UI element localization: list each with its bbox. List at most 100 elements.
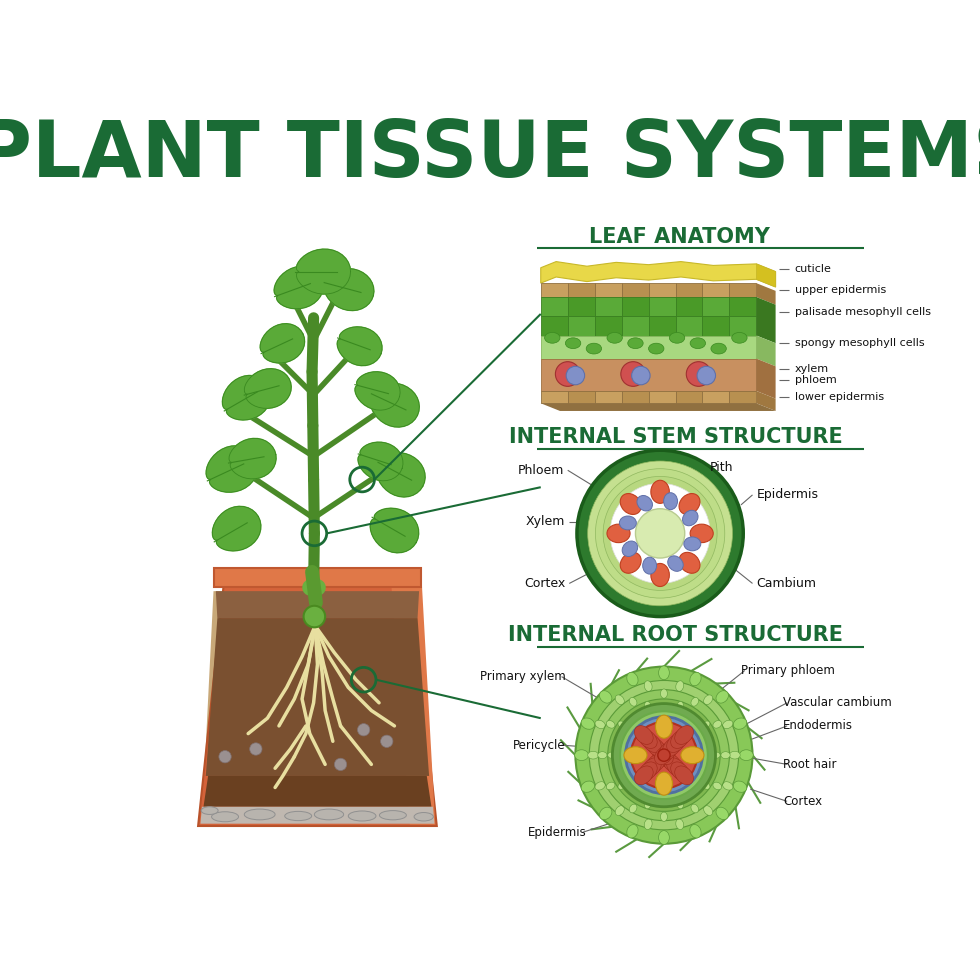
Bar <box>541 359 757 391</box>
Polygon shape <box>229 438 276 479</box>
Polygon shape <box>757 359 775 399</box>
Ellipse shape <box>645 702 651 710</box>
Ellipse shape <box>703 721 710 728</box>
Ellipse shape <box>607 782 615 790</box>
Polygon shape <box>757 283 775 305</box>
Ellipse shape <box>704 695 712 705</box>
Ellipse shape <box>244 809 275 820</box>
Ellipse shape <box>679 553 700 573</box>
Ellipse shape <box>666 758 685 776</box>
Ellipse shape <box>691 805 699 812</box>
Bar <box>703 297 729 317</box>
Ellipse shape <box>315 809 344 820</box>
Polygon shape <box>204 776 431 807</box>
Ellipse shape <box>659 742 677 760</box>
Ellipse shape <box>607 524 630 543</box>
Circle shape <box>250 743 262 756</box>
Ellipse shape <box>649 343 664 354</box>
Polygon shape <box>358 442 403 481</box>
Bar <box>729 317 757 335</box>
Bar <box>541 283 567 297</box>
Polygon shape <box>213 507 261 551</box>
Polygon shape <box>337 327 382 366</box>
Ellipse shape <box>634 766 654 785</box>
Text: Epidermis: Epidermis <box>757 488 818 502</box>
Ellipse shape <box>656 715 672 738</box>
Ellipse shape <box>655 746 673 764</box>
Ellipse shape <box>659 665 669 680</box>
Ellipse shape <box>666 734 685 753</box>
Ellipse shape <box>690 524 713 543</box>
Ellipse shape <box>684 537 701 551</box>
Ellipse shape <box>722 720 733 728</box>
Circle shape <box>334 759 347 770</box>
Ellipse shape <box>661 689 667 698</box>
Text: spongy mesophyll cells: spongy mesophyll cells <box>795 338 924 348</box>
Polygon shape <box>391 576 435 824</box>
Ellipse shape <box>565 338 581 349</box>
Ellipse shape <box>620 494 641 514</box>
Bar <box>649 317 675 335</box>
Circle shape <box>589 680 739 830</box>
Bar <box>675 283 703 297</box>
Ellipse shape <box>722 782 733 790</box>
Ellipse shape <box>201 807 219 814</box>
Polygon shape <box>541 404 775 411</box>
Circle shape <box>611 484 710 583</box>
Bar <box>541 297 567 317</box>
Polygon shape <box>757 335 775 367</box>
Ellipse shape <box>740 750 754 760</box>
Ellipse shape <box>690 338 706 349</box>
Ellipse shape <box>651 480 669 504</box>
Ellipse shape <box>655 746 673 764</box>
Bar <box>621 283 649 297</box>
Text: Vascular cambium: Vascular cambium <box>783 697 892 710</box>
Polygon shape <box>757 297 775 343</box>
Ellipse shape <box>732 332 747 343</box>
Ellipse shape <box>586 343 602 354</box>
Circle shape <box>556 362 580 386</box>
Ellipse shape <box>615 806 624 815</box>
Polygon shape <box>214 568 421 587</box>
Ellipse shape <box>729 752 740 760</box>
Ellipse shape <box>647 754 665 772</box>
Polygon shape <box>198 572 437 826</box>
Ellipse shape <box>681 747 704 763</box>
Bar <box>595 297 621 317</box>
Ellipse shape <box>581 781 595 793</box>
Polygon shape <box>206 446 258 492</box>
Ellipse shape <box>677 702 683 710</box>
Circle shape <box>632 367 650 385</box>
Circle shape <box>219 751 231 762</box>
Bar <box>567 317 595 335</box>
Bar <box>703 283 729 297</box>
Ellipse shape <box>629 805 637 812</box>
Polygon shape <box>324 269 374 311</box>
Ellipse shape <box>733 718 747 729</box>
Ellipse shape <box>348 811 376 821</box>
Ellipse shape <box>574 750 588 760</box>
Text: LEAF ANATOMY: LEAF ANATOMY <box>589 227 769 247</box>
Ellipse shape <box>618 721 625 728</box>
Ellipse shape <box>651 564 669 587</box>
Text: Root hair: Root hair <box>783 758 837 771</box>
Ellipse shape <box>615 695 624 705</box>
Circle shape <box>621 362 646 386</box>
Ellipse shape <box>703 783 710 789</box>
Ellipse shape <box>670 761 690 781</box>
Circle shape <box>588 461 732 606</box>
Bar <box>703 391 729 404</box>
Circle shape <box>697 367 715 385</box>
Ellipse shape <box>676 681 684 692</box>
Bar <box>595 391 621 404</box>
Ellipse shape <box>651 742 669 760</box>
Text: Pith: Pith <box>710 462 734 474</box>
Ellipse shape <box>618 783 625 789</box>
Ellipse shape <box>669 332 685 343</box>
Ellipse shape <box>629 698 637 707</box>
Ellipse shape <box>661 812 667 821</box>
Text: Cambium: Cambium <box>757 577 816 590</box>
Circle shape <box>612 704 715 807</box>
Text: Xylem: Xylem <box>526 515 565 528</box>
Polygon shape <box>200 807 434 824</box>
